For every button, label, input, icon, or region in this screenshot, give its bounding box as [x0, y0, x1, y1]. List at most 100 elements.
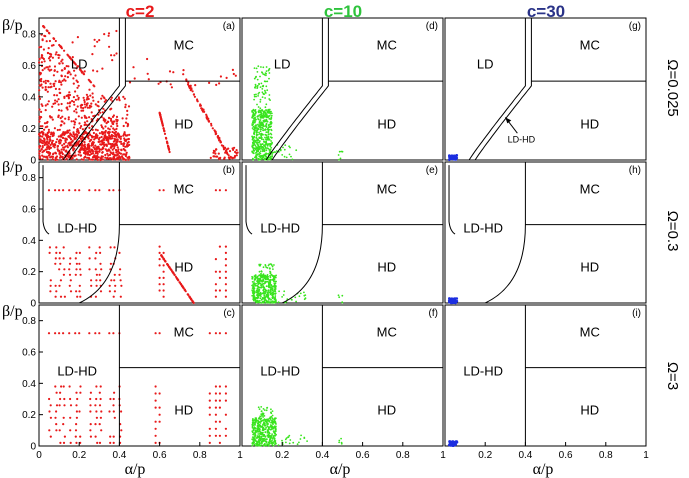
- data-point: [254, 116, 256, 119]
- data-point: [84, 147, 87, 150]
- data-point: [270, 425, 272, 428]
- data-point: [60, 83, 63, 86]
- data-point: [108, 134, 111, 137]
- arrow-head-icon: [505, 117, 512, 124]
- data-point: [58, 257, 61, 260]
- phase-boundary: [68, 18, 126, 161]
- data-point: [98, 150, 101, 153]
- data-point: [267, 128, 270, 131]
- data-point: [109, 262, 112, 265]
- data-point: [72, 96, 75, 99]
- data-point: [93, 45, 96, 48]
- data-point: [49, 404, 52, 407]
- data-point: [257, 148, 259, 150]
- phase-boundary: [62, 18, 120, 161]
- data-point: [259, 75, 261, 78]
- x-tick-label: 0.4: [112, 450, 126, 461]
- data-point: [257, 421, 260, 424]
- data-point: [122, 95, 125, 98]
- data-point: [91, 96, 94, 99]
- data-point: [259, 128, 262, 131]
- data-point: [256, 293, 259, 296]
- data-point: [96, 70, 99, 73]
- data-point: [38, 120, 41, 123]
- data-point: [265, 299, 268, 302]
- data-point: [44, 82, 47, 85]
- data-point: [62, 189, 65, 192]
- data-point: [265, 85, 268, 88]
- data-point: [42, 57, 46, 61]
- data-point: [99, 397, 102, 401]
- data-point: [224, 413, 227, 416]
- data-point: [95, 284, 98, 287]
- region-label: MC: [377, 38, 397, 53]
- data-point: [264, 428, 267, 431]
- data-point: [46, 66, 49, 69]
- data-point: [83, 121, 86, 124]
- data-point: [79, 295, 82, 298]
- data-point: [62, 146, 65, 149]
- data-point: [340, 150, 343, 153]
- data-point: [67, 93, 70, 96]
- data-point: [266, 116, 269, 119]
- data-point: [78, 140, 81, 143]
- data-point: [275, 425, 277, 428]
- data-point: [262, 433, 265, 436]
- data-point: [89, 81, 93, 84]
- data-point: [224, 270, 227, 273]
- data-point: [99, 251, 102, 254]
- data-point: [118, 134, 121, 137]
- data-point: [83, 100, 86, 104]
- data-point: [258, 274, 260, 277]
- data-point: [266, 438, 268, 441]
- data-point: [260, 293, 263, 295]
- data-point: [98, 423, 101, 426]
- data-point: [47, 47, 50, 50]
- data-point: [54, 157, 57, 160]
- data-point: [72, 100, 75, 103]
- data-point: [265, 420, 268, 423]
- data-point: [235, 149, 238, 152]
- data-point: [146, 72, 149, 75]
- data-point: [258, 416, 261, 419]
- data-point: [174, 275, 177, 278]
- data-point: [265, 124, 268, 126]
- data-point: [267, 139, 270, 141]
- data-point: [278, 290, 280, 293]
- data-point: [44, 88, 47, 91]
- data-point: [50, 85, 53, 88]
- region-label: LD: [71, 56, 88, 71]
- data-point: [38, 97, 42, 100]
- data-point: [58, 429, 61, 432]
- data-point: [121, 117, 124, 120]
- data-point: [75, 67, 78, 70]
- data-point: [269, 289, 272, 292]
- data-point: [56, 128, 59, 132]
- data-point: [274, 280, 277, 283]
- xlabel-col1: α/p: [125, 461, 146, 478]
- data-point: [263, 158, 266, 161]
- data-point: [67, 54, 70, 57]
- data-point: [214, 392, 217, 395]
- data-point: [86, 102, 89, 105]
- data-point: [272, 442, 275, 444]
- data-point: [66, 108, 69, 111]
- data-point: [54, 385, 57, 388]
- data-point: [100, 148, 103, 151]
- data-point: [271, 154, 273, 156]
- data-point: [273, 276, 275, 279]
- data-point: [69, 73, 72, 76]
- data-point: [78, 410, 81, 413]
- data-point: [256, 131, 258, 134]
- data-point: [52, 102, 55, 105]
- data-point: [254, 140, 257, 143]
- data-point: [260, 284, 263, 287]
- data-point: [61, 58, 64, 61]
- data-point: [252, 433, 255, 436]
- data-point: [112, 410, 115, 413]
- data-point: [59, 262, 62, 265]
- data-point: [208, 427, 211, 430]
- data-point: [52, 74, 56, 77]
- data-point: [258, 155, 261, 158]
